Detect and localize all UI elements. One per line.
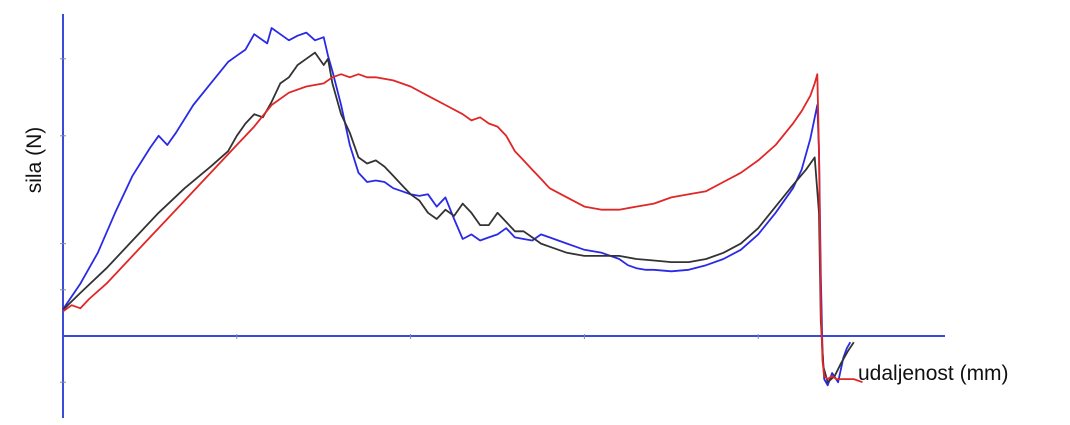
series-line-1 <box>62 51 855 384</box>
series-line-0 <box>62 27 852 387</box>
series-line-2 <box>62 73 863 384</box>
x-axis-label: udaljenost (mm) <box>858 362 1009 385</box>
y-axis-label: sila (N) <box>23 126 46 194</box>
